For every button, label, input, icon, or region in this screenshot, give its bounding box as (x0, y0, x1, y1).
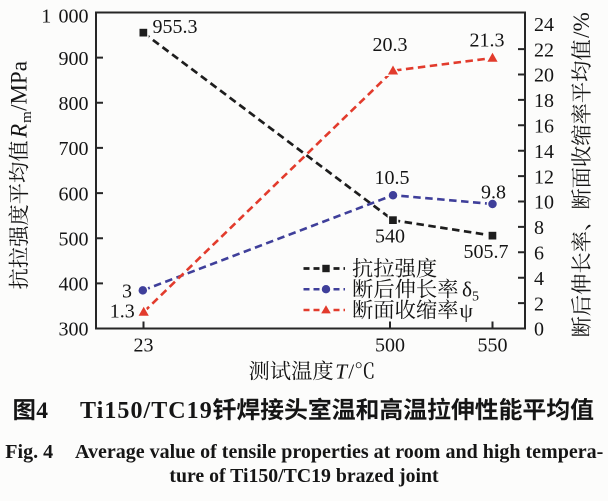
svg-text:505.7: 505.7 (464, 241, 509, 263)
svg-text:/: / (348, 360, 354, 384)
svg-text:20: 20 (534, 65, 554, 87)
svg-text:000: 000 (59, 6, 89, 28)
svg-text:24: 24 (534, 14, 554, 36)
svg-text:4: 4 (36, 398, 48, 424)
svg-text:/MPa: /MPa (7, 61, 32, 111)
svg-text:540: 540 (375, 226, 405, 248)
svg-text:m: m (19, 111, 35, 123)
svg-text:9.8: 9.8 (481, 181, 506, 203)
svg-text:600: 600 (59, 183, 89, 205)
svg-text:21.3: 21.3 (470, 29, 505, 51)
svg-text:400: 400 (59, 274, 89, 296)
svg-text:ψ: ψ (460, 298, 474, 322)
svg-text:955.3: 955.3 (153, 16, 198, 38)
svg-text:20.3: 20.3 (373, 34, 408, 56)
svg-text:1.3: 1.3 (110, 301, 135, 323)
svg-text:2: 2 (534, 293, 544, 315)
svg-text:6: 6 (534, 243, 544, 265)
svg-text:18: 18 (534, 90, 554, 112)
svg-text:Average value of tensile prope: Average value of tensile properties at r… (75, 441, 603, 463)
svg-text:ture of Ti150/TC19 brazed join: ture of Ti150/TC19 brazed joint (169, 465, 439, 487)
svg-text:300: 300 (59, 319, 89, 341)
svg-text:16: 16 (534, 116, 554, 138)
svg-text:4: 4 (534, 268, 544, 290)
svg-text:10.5: 10.5 (375, 167, 410, 189)
svg-text:550: 550 (478, 335, 508, 357)
svg-text:8: 8 (534, 217, 544, 239)
svg-text:14: 14 (534, 141, 554, 163)
svg-text:500: 500 (59, 228, 89, 250)
svg-text:500: 500 (375, 335, 405, 357)
svg-text:700: 700 (59, 138, 89, 160)
svg-text:Fig. 4: Fig. 4 (5, 441, 53, 463)
svg-text:10: 10 (534, 192, 554, 214)
svg-text:1: 1 (41, 6, 51, 28)
svg-text:800: 800 (59, 93, 89, 115)
svg-text:R: R (7, 124, 32, 139)
svg-text:3: 3 (122, 280, 132, 302)
svg-text:22: 22 (534, 39, 554, 61)
svg-text:23: 23 (134, 335, 154, 357)
svg-text:900: 900 (59, 48, 89, 70)
svg-text:12: 12 (534, 166, 554, 188)
svg-text:Ti150/TC19: Ti150/TC19 (80, 398, 213, 424)
svg-text:T: T (335, 360, 349, 384)
svg-text:0: 0 (534, 319, 544, 341)
svg-text:/%: /% (569, 12, 594, 38)
